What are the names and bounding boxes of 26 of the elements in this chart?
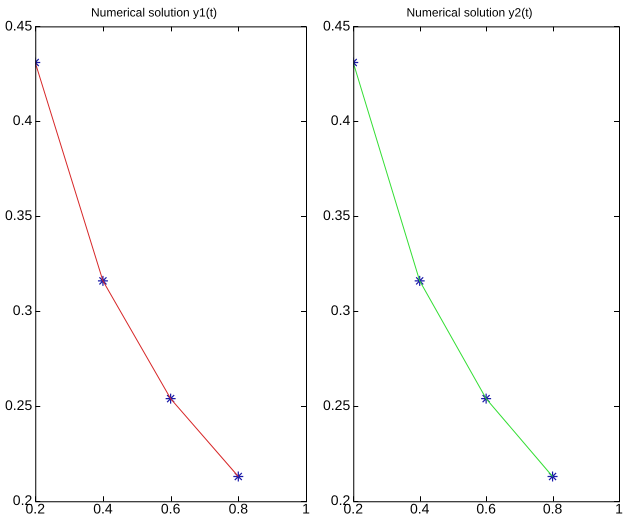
chart-title: Numerical solution y2(t) (406, 6, 533, 20)
y-tick-label: 0.35 (323, 207, 350, 224)
y-tick-label: 0.45 (323, 17, 350, 34)
point (480, 393, 492, 404)
x-tick-label: 0.6 (476, 500, 496, 516)
point (414, 275, 426, 286)
point (97, 275, 109, 286)
y-tick-label: 0.35 (5, 207, 32, 224)
chart-title: Numerical solution y1(t) (90, 6, 218, 20)
x-tick-label: 0.8 (542, 500, 563, 516)
point (232, 470, 244, 482)
x-tick-label: 1 (302, 500, 310, 516)
point (546, 470, 558, 482)
x-tick-label: 0.4 (410, 500, 430, 516)
point (165, 393, 176, 404)
y-tick-label: 0.4 (12, 112, 32, 128)
y-tick-label: 0.3 (12, 302, 32, 318)
x-tick-label: 1 (615, 500, 624, 516)
x-tick-label: 0.8 (228, 500, 248, 516)
y-tick-label: 0.45 (5, 17, 32, 34)
y-tick-label: 0.25 (323, 397, 350, 414)
x-tick-label: 0.6 (160, 500, 181, 516)
y-tick-label: 0.3 (330, 302, 350, 318)
x-tick-label: 0.4 (93, 500, 113, 516)
y-tick-label: 0.25 (5, 397, 32, 414)
y-tick-label: 0.4 (330, 112, 350, 128)
